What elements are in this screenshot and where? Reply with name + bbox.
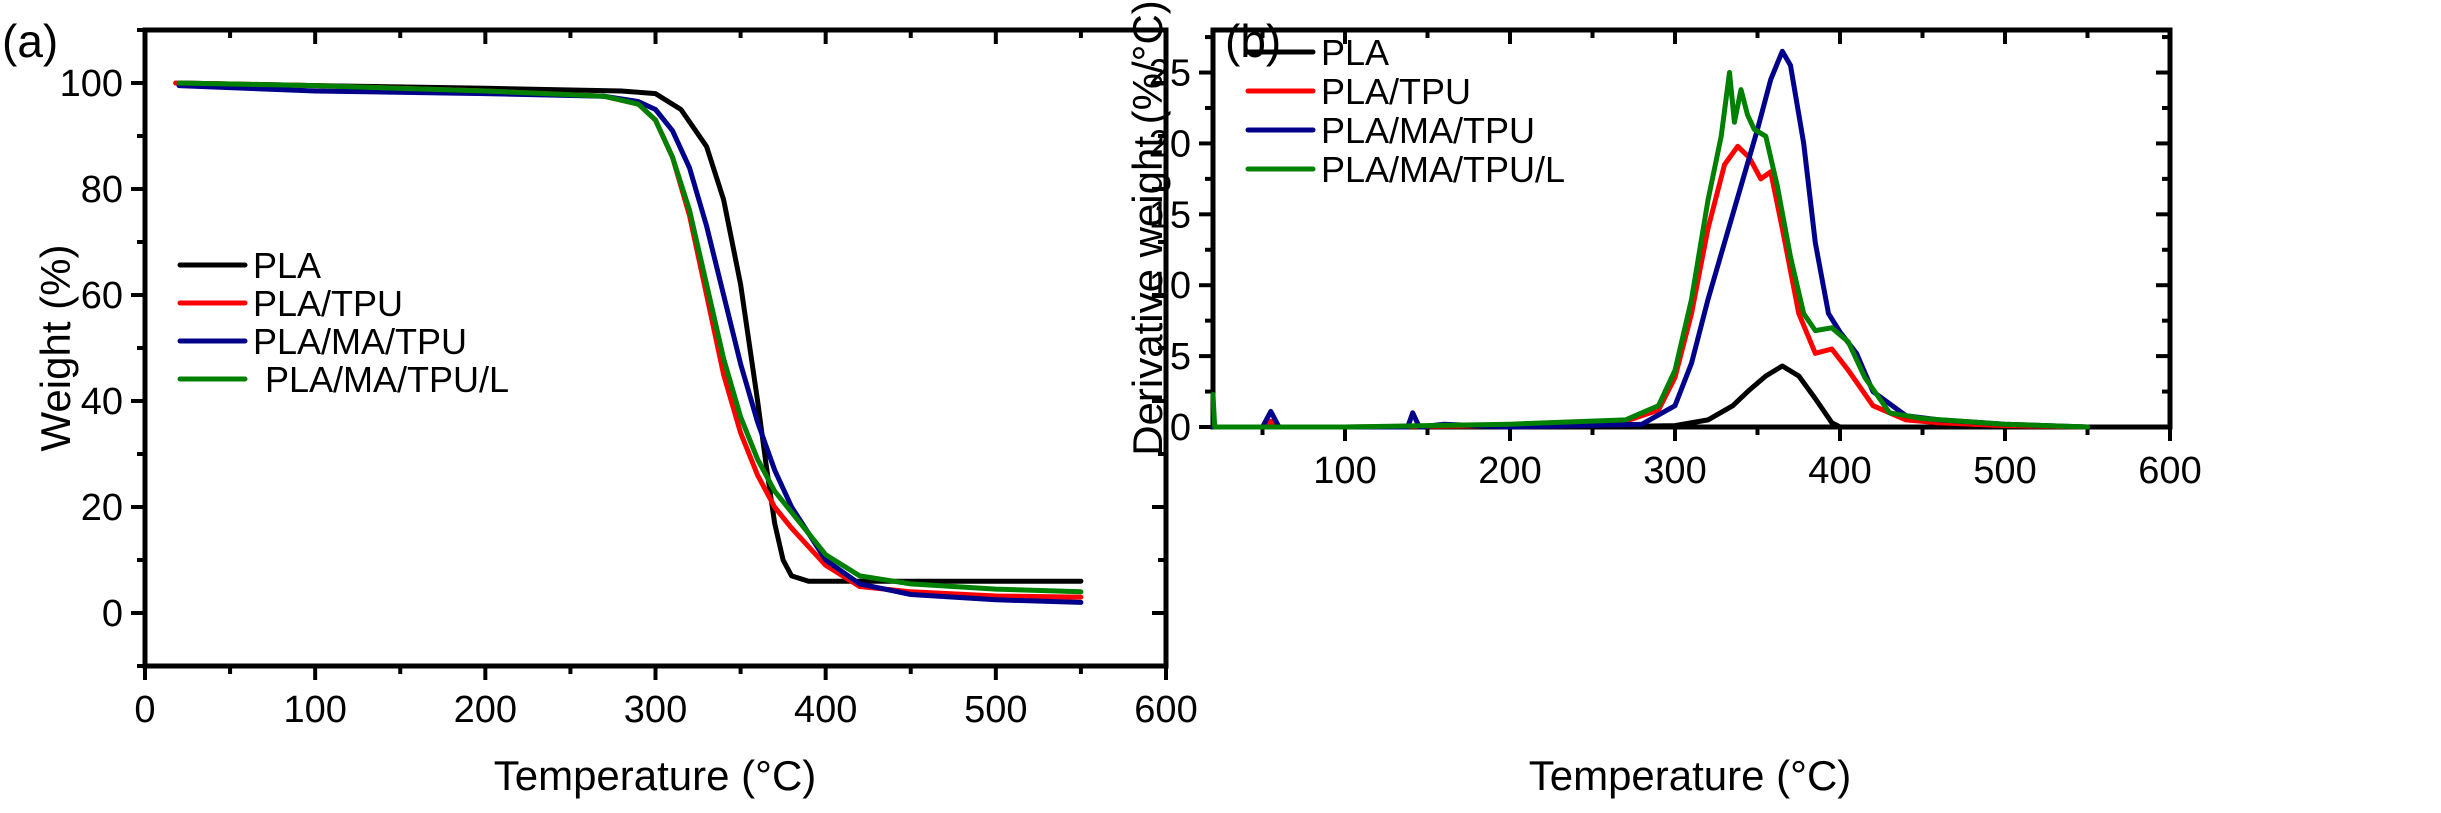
legend-label: PLA/TPU — [1321, 71, 1471, 112]
panel-b-x-tick-label: 300 — [1643, 450, 1706, 492]
panel-a-y-tick-label: 60 — [81, 275, 123, 317]
panel-a-y-tick-label: 0 — [102, 593, 123, 635]
panel-b-y-tick-label: 15 — [1149, 194, 1191, 236]
panel-b-label: (b) — [1225, 15, 1281, 67]
panel-b-x-axis-title: Temperature (°C) — [1529, 752, 1852, 799]
panel-b-y-axis-title: Derivative weight (%/°C) — [1124, 0, 1171, 456]
panel-b-x-tick-label: 500 — [1973, 450, 2036, 492]
panel-a-x-tick-label: 300 — [624, 689, 687, 731]
panel-b-frame — [1210, 27, 2173, 430]
legend-item: PLA/MA/TPU — [177, 321, 467, 362]
legend-label: PLA/MA/TPU — [1321, 110, 1535, 151]
panel-b-y-tick-label: 0 — [1170, 407, 1191, 449]
panel-b-y-tick-label: 5 — [1170, 336, 1191, 378]
panel-b-ticks: 100 200 300 400 500 600 0 5 10 15 20 25 — [1149, 30, 2202, 492]
legend-item: PLA — [1245, 32, 1389, 73]
legend-item: PLA/TPU — [177, 283, 403, 324]
panel-a-y-tick-label: 20 — [81, 487, 123, 529]
panel-a-series-pla — [176, 80, 1084, 584]
panel-b-x-tick-label: 400 — [1808, 450, 1871, 492]
panel-b-y-tick-label: 10 — [1149, 265, 1191, 307]
panel-b-x-tick-label: 200 — [1478, 450, 1541, 492]
panel-b-x-tick-label: 600 — [2138, 450, 2201, 492]
panel-b-y-tick-label: 25 — [1149, 53, 1191, 95]
panel-b-series-pla-ma-tpu-l — [1210, 70, 2090, 430]
panel-a-x-tick-label: 200 — [454, 689, 517, 731]
legend-label: PLA/MA/TPU/L — [265, 359, 509, 400]
legend-item: PLA — [177, 245, 321, 286]
legend-label: PLA/TPU — [253, 283, 403, 324]
legend-label: PLA — [1321, 32, 1389, 73]
panel-a-series-pla-ma-tpu-l — [176, 80, 1084, 595]
panel-a-x-tick-label: 600 — [1134, 689, 1197, 731]
legend-label: PLA/MA/TPU/L — [1321, 149, 1565, 190]
panel-b-x-tick-label: 100 — [1313, 450, 1376, 492]
panel-a-series — [173, 80, 1084, 605]
panel-a-x-tick-label: 500 — [964, 689, 1027, 731]
panel-b-y-tick-label: 20 — [1149, 123, 1191, 165]
panel-a-x-axis-title: Temperature (°C) — [494, 752, 817, 799]
panel-a-x-tick-label: 400 — [794, 689, 857, 731]
panel-a-y-axis-title: Weight (%) — [32, 245, 79, 452]
legend-item: PLA/MA/TPU — [1245, 110, 1535, 151]
legend-label: PLA — [253, 245, 321, 286]
panel-a-y-tick-label: 40 — [81, 381, 123, 423]
panel-a-y-tick-label: 80 — [81, 169, 123, 211]
panel-b-series-pla — [1210, 363, 2090, 430]
legend-item: PLA/MA/TPU/L — [1245, 149, 1565, 190]
legend-item: PLA/MA/TPU/L — [177, 359, 509, 400]
panel-a-y-tick-label: 100 — [60, 63, 123, 105]
panel-b-series — [1210, 48, 2090, 430]
panel-a-x-tick-label: 0 — [134, 689, 155, 731]
legend-item: PLA/TPU — [1245, 71, 1471, 112]
panel-a-label: (a) — [2, 15, 58, 67]
panel-a-x-tick-label: 100 — [283, 689, 346, 731]
legend-label: PLA/MA/TPU — [253, 321, 467, 362]
